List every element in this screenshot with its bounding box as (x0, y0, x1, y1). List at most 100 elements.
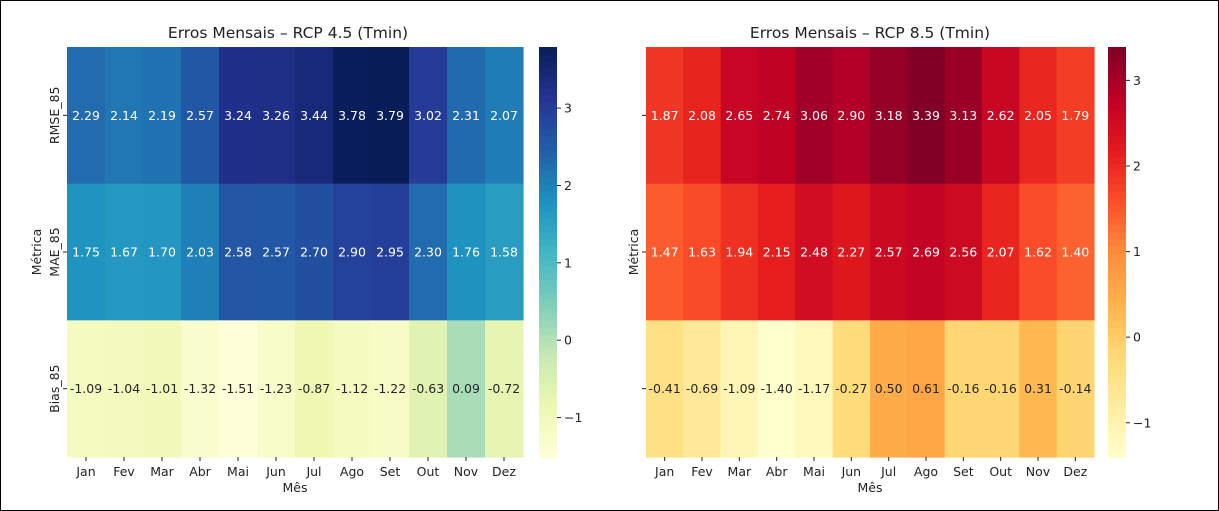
panel1-cell-Bias_85-Nov (447, 320, 486, 458)
panel1-colorbar-segment (539, 409, 557, 417)
panel1-cell-value-label: 2.29 (72, 108, 100, 123)
panel1-colorbar-segment (539, 217, 557, 226)
panel2-cell-value-label: 3.39 (912, 108, 940, 123)
panel1-colorbar-segment (539, 142, 557, 151)
panel2-cell-value-label: 1.62 (1024, 245, 1052, 260)
panel1-cell-value-label: 1.75 (72, 245, 100, 260)
panel1-colorbar-tick-label: 2 (564, 178, 572, 193)
panel2-colorbar-segment (1108, 258, 1126, 267)
panel2-colorbar-segment (1108, 211, 1126, 219)
panel1-cell-Bias_85-Jul (295, 320, 334, 458)
panel1-cell-RMSE_85-Ago (333, 47, 372, 185)
panel1-cell-MAE_85-Fev (105, 183, 144, 321)
panel1-colorbar-tick-label: 1 (564, 255, 572, 270)
panel2-colorbar-segment (1108, 340, 1126, 349)
panel1-cell-value-label: -1.12 (336, 381, 368, 396)
panel2-colorbar-tick-label: 1 (1133, 244, 1141, 259)
panel1-colorbar-segment (539, 74, 557, 82)
panel1-colorbar-segment (539, 299, 557, 308)
panel1-colorbar-segment (539, 245, 557, 253)
panel2-cell--Jun (832, 320, 871, 458)
panel2-colorbar-segment (1108, 299, 1126, 308)
panel1-colorbar-segment (539, 129, 557, 137)
panel2-cell-value-label: 3.18 (875, 108, 903, 123)
panel1-cell-value-label: 2.95 (376, 245, 404, 260)
panel1-x-tick-label: Out (417, 464, 440, 479)
panel1-cell-value-label: 2.57 (186, 108, 214, 123)
panel1-colorbar-segment (539, 354, 557, 363)
panel1-cell-value-label: 2.58 (224, 245, 252, 260)
panel2-cell-value-label: -0.41 (648, 381, 680, 396)
panel1-colorbar-segment (539, 327, 557, 335)
panel2-x-tick-label: Ago (914, 464, 938, 479)
panel2-cell--Set (944, 47, 983, 185)
panel1-cell-RMSE_85-Set (371, 47, 410, 185)
panel1-cell-MAE_85-Abr (181, 183, 220, 321)
panel1-cell-RMSE_85-Nov (447, 47, 486, 185)
panel1-colorbar-segment (539, 197, 557, 205)
panel1-cell-value-label: -1.22 (374, 381, 406, 396)
panel1-cell-value-label: -0.87 (298, 381, 330, 396)
panel2-cell-value-label: 1.79 (1061, 108, 1089, 123)
panel1-cell-value-label: -1.09 (70, 381, 102, 396)
panel2-cell--Mai (795, 320, 834, 458)
panel1-cell-value-label: 0.09 (452, 381, 480, 396)
panel2-cell-value-label: 1.47 (651, 245, 679, 260)
panel1-cell-MAE_85-Mar (143, 183, 182, 321)
panel1-x-tick-label: Mar (150, 464, 174, 479)
panel2-cell--Jan (646, 183, 684, 321)
panel2-cell--Ago (907, 183, 946, 321)
panel1-cell-RMSE_85-Out (409, 47, 448, 185)
panel1-colorbar-segment (539, 122, 557, 130)
panel1-cell-MAE_85-Set (371, 183, 410, 321)
panel2-cell--Ago (907, 47, 946, 185)
panel2-colorbar-segment (1108, 313, 1126, 322)
panel2-colorbar-segment (1108, 60, 1126, 69)
panel1-cell-Bias_85-Mar (143, 320, 182, 458)
panel2-cell-value-label: -0.69 (686, 381, 718, 396)
panel2-colorbar-segment (1108, 375, 1126, 383)
panel1-title: Erros Mensais – RCP 4.5 (Tmin) (168, 24, 408, 42)
panel1-cell-RMSE_85-Abr (181, 47, 220, 185)
panel1-x-tick-label: Jan (75, 464, 95, 479)
panel1-colorbar-segment (539, 238, 557, 246)
panel1-colorbar-segment (539, 429, 557, 438)
panel2-cell--Jan (646, 47, 684, 185)
panel2-cell-value-label: 2.48 (800, 245, 828, 260)
panel2-x-axis-label: Mês (858, 480, 883, 495)
panel1-x-tick-label: Dez (492, 464, 516, 479)
panel1-cell-MAE_85-Jul (295, 183, 334, 321)
panel1-colorbar-segment (539, 81, 557, 89)
panel2-colorbar-segment (1108, 81, 1126, 89)
panel2-cell--Mar (720, 183, 759, 321)
panel2-cell--Mai (795, 47, 834, 185)
panel1-colorbar-segment (539, 60, 557, 69)
panel2-x-tick-label: Jan (654, 464, 674, 479)
panel2-colorbar-segment (1108, 334, 1126, 342)
panel2-cell--Dez (1056, 47, 1095, 185)
panel1-cell-value-label: 2.14 (110, 108, 138, 123)
panel1-cell-Bias_85-Fev (105, 320, 144, 458)
panel1-colorbar-segment (539, 436, 557, 445)
panel1-cell-RMSE_85-Dez (485, 47, 524, 185)
panel2-colorbar-segment (1108, 306, 1126, 315)
panel2-colorbar-segment (1108, 190, 1126, 199)
panel1-cell-value-label: -1.23 (260, 381, 292, 396)
panel2-x-tick-label: Fev (691, 464, 713, 479)
panel2-colorbar-segment (1108, 224, 1126, 233)
panel2-cell-value-label: 0.31 (1024, 381, 1052, 396)
panel2-cell--Nov (1019, 47, 1058, 185)
panel1-cell-value-label: -1.04 (108, 381, 140, 396)
panel2-cell-value-label: 2.07 (987, 245, 1015, 260)
panel2-colorbar-segment (1108, 129, 1126, 137)
panel2-colorbar-tick-label: 2 (1133, 158, 1141, 173)
panel2-colorbar-segment (1108, 265, 1126, 274)
panel2-colorbar-segment (1108, 402, 1126, 410)
panel2-cell-value-label: 2.05 (1024, 108, 1052, 123)
panel1-colorbar-segment (539, 388, 557, 397)
panel2-cell--Nov (1019, 183, 1058, 321)
panel2-cell--Fev (683, 47, 722, 185)
panel1-colorbar-segment (539, 47, 557, 55)
panel1-colorbar-segment (539, 224, 557, 233)
panel1-cell-value-label: 2.90 (338, 245, 366, 260)
